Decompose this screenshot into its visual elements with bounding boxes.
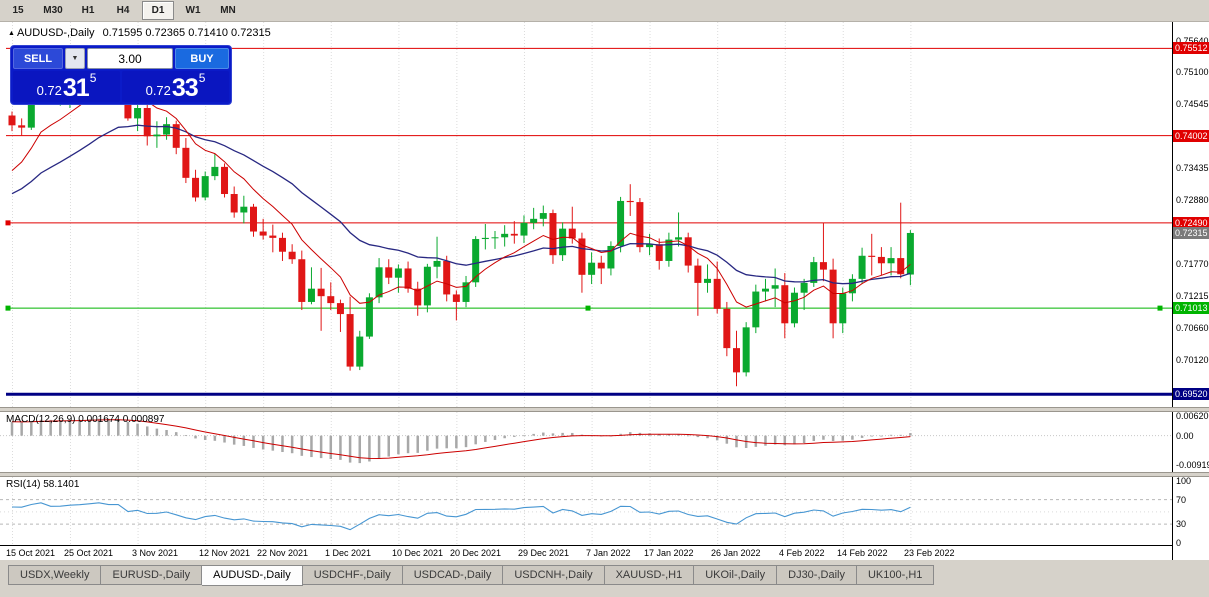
date-axis-label: 22 Nov 2021: [257, 548, 309, 558]
tab-usdcnh-daily[interactable]: USDCNH-,Daily: [503, 565, 605, 585]
tab-dj30-daily[interactable]: DJ30-,Daily: [777, 565, 857, 585]
price-line-badge: 0.69520: [1173, 388, 1209, 400]
volume-dropdown-button[interactable]: ▼: [65, 48, 85, 69]
rsi-panel-splitter[interactable]: [0, 472, 1209, 477]
date-axis-label: 1 Dec 2021: [325, 548, 372, 558]
date-axis-label: 14 Feb 2022: [837, 548, 888, 558]
price-line-badge: 0.72315: [1173, 227, 1209, 239]
date-axis-label: 3 Nov 2021: [132, 548, 179, 558]
tab-usdchf-daily[interactable]: USDCHF-,Daily: [302, 565, 403, 585]
timeframe-button-mn[interactable]: MN: [220, 5, 236, 16]
ohlc-values: 0.71595 0.72365 0.71410 0.72315: [102, 27, 271, 39]
macd-axis-tick: -0.00919: [1176, 460, 1209, 470]
date-axis-label: 25 Oct 2021: [64, 548, 114, 558]
bid-fraction: 5: [89, 71, 97, 85]
price-line-badge: 0.74002: [1173, 130, 1209, 142]
date-axis: 15 Oct 2021 25 Oct 2021 3 Nov 2021 12 Nov 2…: [0, 545, 1172, 560]
price-axis-tick: 0.70660: [1176, 323, 1209, 333]
timeframe-button-d1[interactable]: D1: [142, 1, 174, 20]
tab-uk100-h1[interactable]: UK100-,H1: [856, 565, 935, 585]
volume-input[interactable]: [87, 48, 173, 69]
rsi-axis-tick: 70: [1176, 495, 1187, 505]
price-axis: 0.75640 0.75100 0.74545 0.73435 0.72880 0.717…: [1172, 22, 1209, 560]
timeframe-button-h1[interactable]: H1: [81, 5, 95, 16]
timeframe-toolbar: 15 M30 H1 H4 D1 W1 MN: [0, 0, 1209, 22]
date-axis-label: 12 Nov 2021: [199, 548, 251, 558]
rsi-axis-tick: 100: [1176, 476, 1192, 486]
date-axis-label: 23 Feb 2022: [904, 548, 955, 558]
timeframe-button-h4[interactable]: H4: [116, 5, 130, 16]
price-line-badge: 0.72490: [1173, 217, 1209, 229]
ask-price-display[interactable]: 0.72 33 5: [122, 71, 229, 102]
tab-ukoil-daily[interactable]: UKOil-,Daily: [694, 565, 778, 585]
macd-axis-tick: 0.00: [1176, 431, 1194, 441]
collapse-panel-icon[interactable]: ▲: [8, 30, 15, 37]
ask-pips: 33: [171, 74, 199, 102]
macd-label: MACD(12,26,9) 0.001674 0.000897: [6, 414, 165, 425]
price-axis-tick: 0.71215: [1176, 291, 1209, 301]
symbol-period-label: AUDUSD-,Daily: [16, 27, 95, 39]
date-axis-label: 4 Feb 2022: [779, 548, 825, 558]
price-axis-tick: 0.73435: [1176, 163, 1209, 173]
rsi-axis-tick: 30: [1176, 519, 1187, 529]
price-axis-tick: 0.75640: [1176, 36, 1209, 46]
price-axis-tick: 0.71770: [1176, 259, 1209, 269]
chart-title: ▲ AUDUSD-,Daily 0.71595 0.72365 0.71410 0.…: [8, 27, 271, 39]
ask-fraction: 5: [198, 71, 206, 85]
macd-panel-splitter[interactable]: [0, 407, 1209, 412]
date-axis-label: 10 Dec 2021: [392, 548, 444, 558]
rsi-indicator-chart[interactable]: [0, 477, 1172, 545]
ask-main: 0.72: [145, 83, 171, 98]
timeframe-button-15[interactable]: 15: [12, 5, 24, 16]
chart-tab-bar: USDX,Weekly EURUSD-,Daily AUDUSD-,Daily USD…: [0, 565, 935, 589]
price-axis-tick: 0.72880: [1176, 195, 1209, 205]
timeframe-button-w1[interactable]: W1: [185, 5, 201, 16]
date-axis-label: 15 Oct 2021: [6, 548, 56, 558]
tab-xauusd-h1[interactable]: XAUUSD-,H1: [604, 565, 695, 585]
price-line-badge: 0.75512: [1173, 42, 1209, 54]
sell-button[interactable]: SELL: [13, 48, 63, 69]
macd-axis-tick: 0.00620: [1176, 411, 1209, 421]
tab-eurusd-daily[interactable]: EURUSD-,Daily: [101, 565, 203, 585]
tab-audusd-daily[interactable]: AUDUSD-,Daily: [202, 565, 303, 586]
date-axis-label: 7 Jan 2022: [586, 548, 631, 558]
price-axis-tick: 0.75100: [1176, 67, 1209, 77]
rsi-axis-tick: 0: [1176, 538, 1182, 548]
date-axis-label: 26 Jan 2022: [711, 548, 761, 558]
bid-price-display[interactable]: 0.72 31 5: [13, 71, 120, 102]
rsi-label: RSI(14) 58.1401: [6, 479, 80, 490]
date-axis-label: 29 Dec 2021: [518, 548, 570, 558]
date-axis-label: 17 Jan 2022: [644, 548, 694, 558]
price-line-badge: 0.71013: [1173, 302, 1209, 314]
buy-button[interactable]: BUY: [175, 48, 229, 69]
chart-area[interactable]: ▲ AUDUSD-,Daily 0.71595 0.72365 0.71410 0.…: [0, 22, 1209, 560]
price-axis-tick: 0.70120: [1176, 355, 1209, 365]
bid-pips: 31: [62, 74, 90, 102]
tab-usdcad-daily[interactable]: USDCAD-,Daily: [402, 565, 504, 585]
price-axis-tick: 0.74545: [1176, 99, 1209, 109]
date-axis-label: 20 Dec 2021: [450, 548, 502, 558]
bid-main: 0.72: [36, 83, 62, 98]
timeframe-button-group: 15 M30 H1 H4 D1 W1 MN: [2, 1, 244, 20]
macd-indicator-chart[interactable]: [0, 412, 1172, 472]
timeframe-button-m30[interactable]: M30: [43, 5, 63, 16]
tab-usdx-weekly[interactable]: USDX,Weekly: [8, 565, 102, 585]
